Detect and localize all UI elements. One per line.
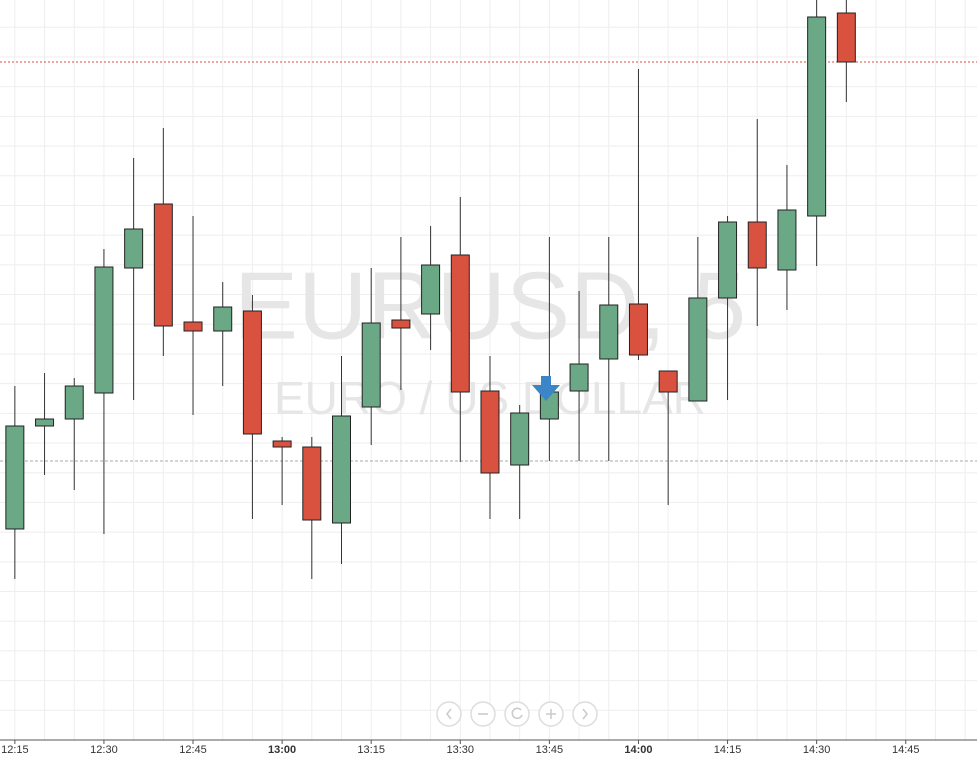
candle-body — [272, 440, 292, 448]
zoom-in-button[interactable] — [538, 701, 564, 727]
candle-body — [658, 370, 678, 393]
scroll-left-button[interactable] — [436, 701, 462, 727]
candle-body — [450, 254, 470, 393]
candle-body — [183, 321, 203, 332]
candle-body — [94, 266, 114, 394]
candle-body — [480, 390, 500, 474]
candle-body — [332, 415, 352, 524]
candle-body — [5, 425, 25, 530]
x-tick-label: 12:15 — [1, 744, 29, 756]
plot — [0, 0, 977, 579]
x-tick-label: 13:30 — [447, 744, 475, 756]
x-tick-label: 14:30 — [803, 744, 831, 756]
grid — [0, 0, 977, 740]
candle-body — [213, 306, 233, 332]
candle-body — [777, 209, 797, 271]
candle-body — [361, 322, 381, 408]
candle-body — [688, 297, 708, 402]
candle-body — [124, 228, 144, 269]
candle-body — [718, 221, 738, 299]
candle-body — [510, 412, 530, 466]
candle-body — [64, 385, 84, 420]
x-tick-label: 14:15 — [714, 744, 742, 756]
candle-body — [242, 310, 262, 435]
candle-body — [302, 446, 322, 521]
watermark: EURUSD, 5 — [234, 252, 746, 359]
x-tick-label: 13:45 — [536, 744, 564, 756]
reset-button[interactable] — [504, 701, 530, 727]
x-tick-label: 14:45 — [892, 744, 920, 756]
candle-body — [153, 203, 173, 327]
x-tick-label: 12:30 — [90, 744, 118, 756]
candle-body — [391, 319, 411, 329]
nav-buttons — [436, 701, 598, 727]
candle-body — [836, 12, 856, 63]
candle-body — [599, 304, 619, 360]
candle-body — [807, 16, 827, 217]
signal-arrow — [532, 376, 560, 401]
candle-body — [628, 303, 648, 356]
scroll-right-button[interactable] — [572, 701, 598, 727]
candle-body — [35, 418, 55, 427]
x-tick-label: 13:15 — [357, 744, 385, 756]
x-tick-label: 12:45 — [179, 744, 207, 756]
zoom-out-button[interactable] — [470, 701, 496, 727]
candle-body — [421, 264, 441, 315]
x-tick-label: 13:00 — [268, 744, 296, 756]
x-tick-label: 14:00 — [624, 744, 652, 756]
candle-body — [747, 221, 767, 269]
candle-body — [569, 363, 589, 392]
